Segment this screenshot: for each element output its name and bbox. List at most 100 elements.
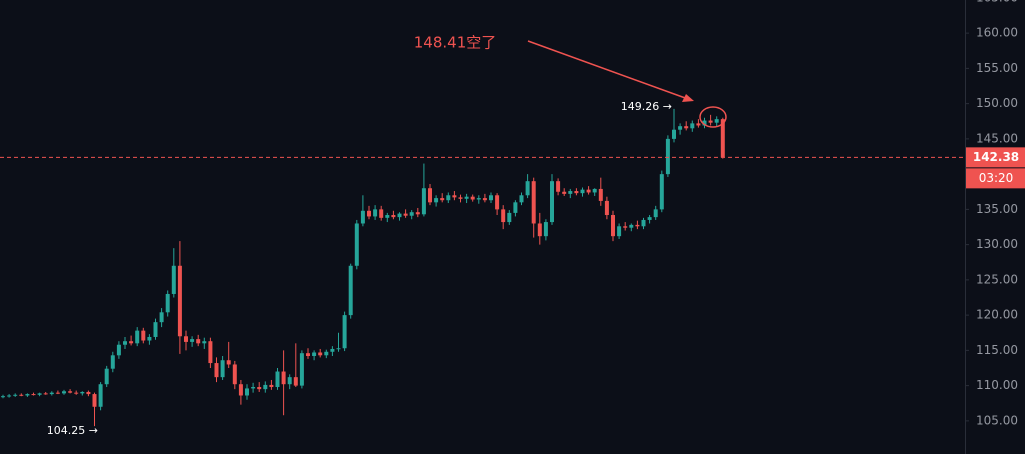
candle-body [104, 368, 109, 385]
candle-body [13, 394, 18, 396]
candle-body [324, 351, 329, 356]
y-tick-label: 165.00 [976, 0, 1018, 4]
candle-body [171, 265, 176, 294]
candle-body [202, 341, 207, 344]
candle-body [556, 181, 561, 192]
countdown: 03:20 [979, 171, 1014, 185]
y-tick-label: 160.00 [976, 26, 1018, 40]
candle-body [269, 384, 274, 388]
candle-body [391, 215, 396, 218]
high-marker: 149.26 → [621, 100, 672, 113]
candle-body [421, 188, 426, 215]
candle-body [196, 339, 201, 344]
candle-body [714, 119, 719, 123]
candle-body [74, 392, 79, 394]
candle-body [281, 371, 286, 385]
y-tick-label: 130.00 [976, 237, 1018, 251]
candle-body [232, 364, 237, 385]
candle-body [367, 210, 371, 217]
candle-body [495, 195, 500, 210]
y-tick-label: 110.00 [976, 378, 1018, 392]
candle-body [672, 129, 676, 139]
candle-body [458, 197, 463, 199]
candle-body [208, 341, 213, 364]
candle-body [245, 388, 249, 396]
y-tick-label: 155.00 [976, 61, 1018, 75]
candle-body [586, 189, 591, 193]
candle-body [159, 312, 164, 323]
candle-body [184, 336, 188, 342]
y-tick-label: 145.00 [976, 131, 1018, 145]
candle-body [49, 392, 54, 395]
candle-body [665, 138, 670, 175]
candle-body [190, 339, 195, 342]
candle-body [513, 202, 518, 213]
candle-body [7, 395, 12, 397]
candle-body [80, 391, 85, 394]
last-price-box [966, 147, 1025, 168]
candle-body [123, 341, 127, 345]
candle-body [238, 384, 243, 396]
plot [1, 108, 725, 427]
candle-body [489, 195, 493, 201]
candle-body [690, 123, 695, 129]
y-tick-label: 105.00 [976, 413, 1018, 427]
candle-body [415, 212, 420, 215]
candle-body [220, 360, 225, 378]
candle-body [580, 189, 585, 194]
candle-body [330, 348, 335, 352]
candle-body [43, 393, 48, 395]
candle-body [177, 265, 182, 337]
candle-body [129, 341, 134, 344]
candle-body [354, 223, 359, 266]
candle-body [543, 222, 548, 237]
candle-body [525, 181, 530, 196]
candle-body [476, 198, 481, 200]
candle-body [98, 384, 103, 407]
candle-body [635, 224, 640, 227]
candle-body [55, 392, 60, 394]
annotation-arrow [527, 40, 689, 100]
candle-body [336, 348, 341, 350]
candle-body [25, 394, 30, 396]
candle-body [464, 196, 469, 199]
candle-body [165, 293, 170, 313]
candle-body [397, 213, 402, 218]
candle-body [257, 387, 262, 390]
candle-body [348, 265, 353, 316]
candle-body [696, 123, 701, 126]
candle-body [373, 209, 378, 217]
candle-body [574, 191, 579, 194]
candle-body [312, 352, 317, 357]
candle-body [86, 391, 91, 395]
candle-body [562, 191, 567, 194]
candle-body [629, 224, 634, 228]
candle-body [275, 371, 280, 388]
candle-body [153, 322, 158, 337]
candle-body [263, 384, 268, 390]
y-tick-label: 115.00 [976, 343, 1018, 357]
candle-body [1, 396, 5, 398]
candle-body [214, 363, 219, 378]
annotation: 148.41空了 [414, 34, 497, 52]
candle-body [403, 213, 408, 216]
candle-body [623, 226, 628, 228]
candle-body [482, 198, 487, 201]
candle-body [720, 119, 725, 158]
y-tick-label: 125.00 [976, 272, 1018, 286]
candle-body [702, 120, 707, 126]
candle-body [31, 394, 36, 396]
candle-body [379, 209, 384, 218]
candle-body [110, 355, 115, 369]
candle-body [318, 352, 323, 356]
y-tick-label: 135.00 [976, 202, 1018, 216]
candle-body [592, 188, 597, 193]
candle-body [501, 209, 506, 223]
candle-body [19, 394, 24, 396]
candle-body [440, 198, 445, 201]
candle-body [147, 336, 152, 341]
candle-body [141, 330, 146, 341]
candle-body [342, 315, 347, 349]
